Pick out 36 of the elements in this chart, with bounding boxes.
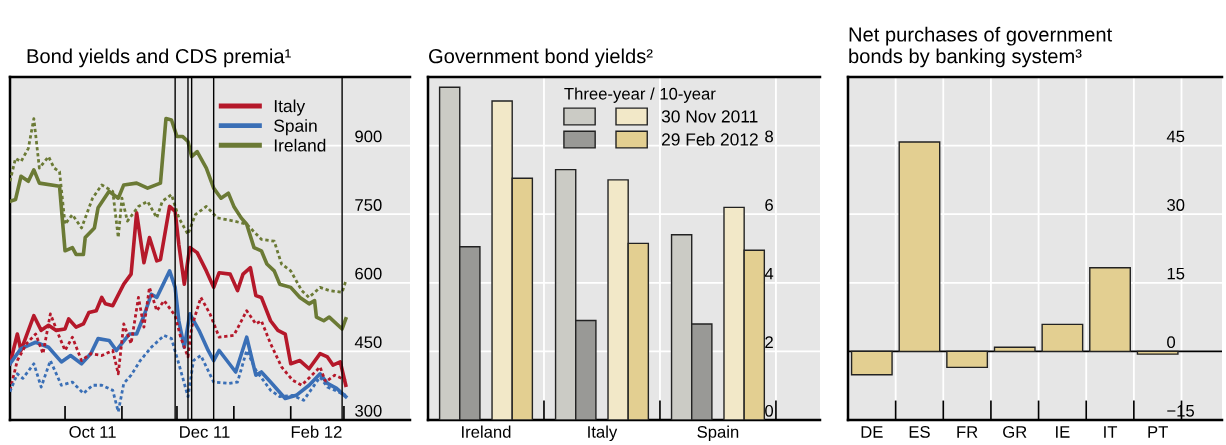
x-tick-label: GR [1003, 426, 1027, 438]
y-tick-label: 6 [765, 199, 773, 211]
y-tick-label: 15 [1167, 267, 1185, 280]
y-tick-label: 600 [355, 267, 382, 280]
legend-label: 30 Nov 2011 [661, 110, 758, 123]
x-tick-label: Ireland [462, 425, 511, 438]
legend-label: Italy [274, 99, 306, 116]
x-tick-label: ES [909, 426, 930, 438]
legend-label: Spain [274, 119, 317, 136]
x-tick-label: Feb 12 [291, 425, 342, 438]
y-tick-label: 300 [355, 404, 382, 417]
x-tick-label: Dec 11 [180, 426, 230, 438]
x-tick-label: IE [1056, 426, 1070, 438]
x-tick-label: FR [957, 426, 978, 438]
y-tick-label: 30 [1167, 199, 1185, 211]
legend-label: 29 Feb 2012 [662, 132, 758, 146]
legend-title: Three-year / 10-year [564, 87, 716, 103]
y-tick-label: 8 [765, 130, 773, 143]
chart-title: Government bond yields² [429, 48, 653, 68]
y-tick-label: 450 [354, 336, 382, 349]
x-tick-label: Italy [588, 425, 618, 442]
x-tick-label: DE [861, 426, 883, 438]
y-tick-label: 750 [355, 199, 382, 211]
x-tick-label: IT [1104, 426, 1118, 438]
y-tick-label: 0 [765, 404, 774, 417]
y-tick-label: 0 [1167, 336, 1176, 349]
y-tick-label: 2 [765, 336, 773, 348]
legend-label: Ireland [274, 138, 326, 152]
x-tick-label: PT [1148, 426, 1168, 438]
x-tick-label: Spain [697, 425, 739, 442]
y-tick-label: 45 [1166, 130, 1185, 143]
x-tick-label: Oct 11 [69, 426, 116, 438]
chart-title: Net purchases of government bonds by banking system³ [849, 26, 1113, 68]
y-tick-label: 900 [355, 130, 382, 143]
y-tick-label: 4 [764, 267, 774, 280]
chart-title: Bond yields and CDS premia¹ [27, 48, 291, 68]
